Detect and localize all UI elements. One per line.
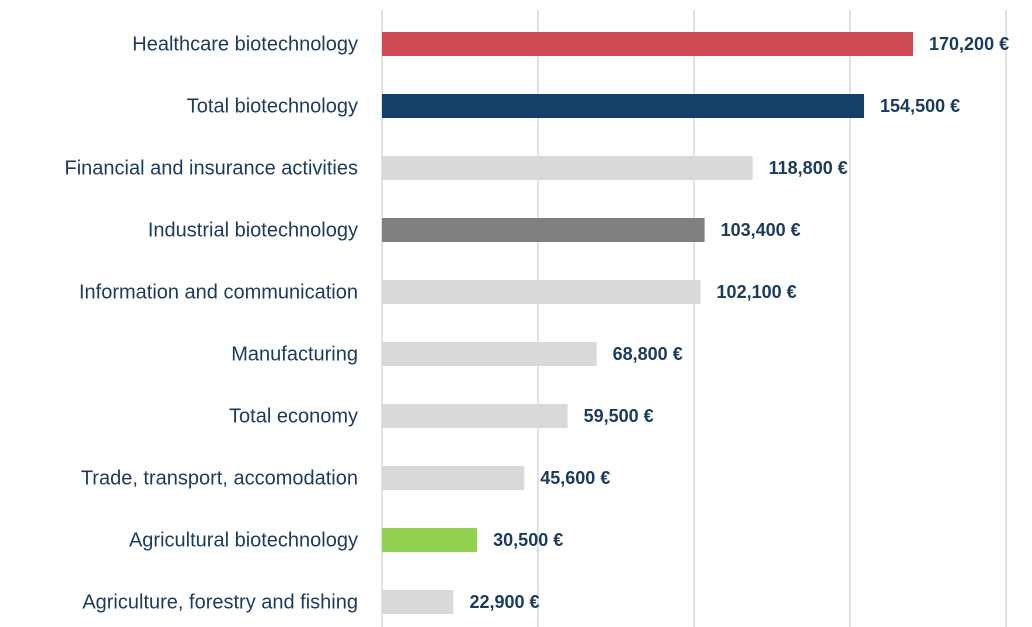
bar [382, 404, 568, 428]
bar [382, 156, 753, 180]
y-tick-label: Manufacturing [231, 343, 358, 365]
data-label: 68,800 € [613, 344, 683, 364]
bar [382, 528, 478, 552]
y-tick-label: Industrial biotechnology [148, 219, 358, 241]
y-tick-label: Financial and insurance activities [65, 157, 359, 179]
data-label: 154,500 € [880, 96, 960, 116]
y-tick-label: Agriculture, forestry and fishing [82, 591, 358, 613]
data-label: 45,600 € [540, 468, 610, 488]
bar [382, 342, 597, 366]
data-label: 103,400 € [721, 220, 801, 240]
data-label: 30,500 € [493, 530, 563, 550]
bar [382, 280, 701, 304]
bar [382, 466, 525, 490]
y-tick-label: Total biotechnology [187, 95, 358, 117]
y-tick-label: Trade, transport, accomodation [81, 467, 358, 489]
bar [382, 32, 914, 56]
data-label: 102,100 € [717, 282, 797, 302]
data-label: 170,200 € [929, 34, 1009, 54]
y-tick-label: Total economy [229, 405, 358, 427]
data-label: 118,800 € [769, 158, 848, 178]
bar [382, 94, 865, 118]
y-tick-label: Healthcare biotechnology [132, 33, 358, 55]
data-label: 59,500 € [584, 406, 654, 426]
y-tick-label: Agricultural biotechnology [129, 529, 358, 551]
bar [382, 218, 705, 242]
y-tick-label: Information and communication [79, 281, 358, 303]
data-label: 22,900 € [469, 592, 539, 612]
bar [382, 590, 454, 614]
